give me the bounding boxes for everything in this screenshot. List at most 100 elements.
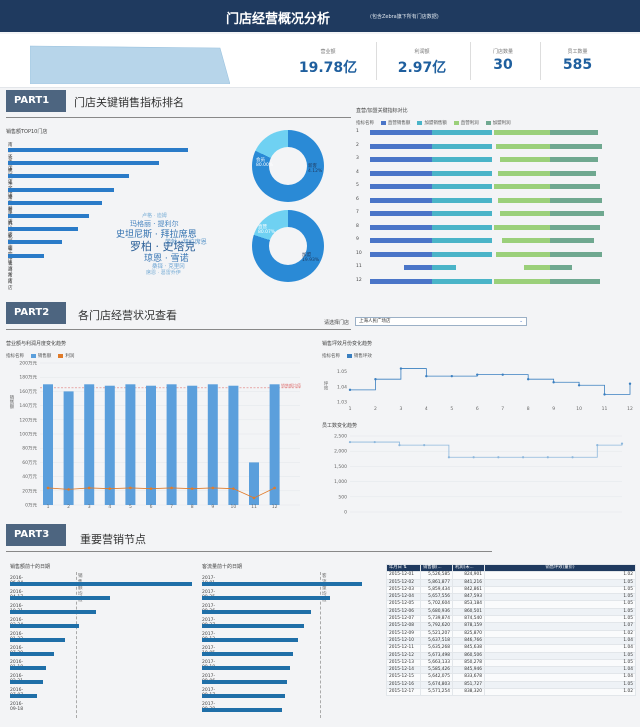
staff-point[interactable]	[398, 444, 401, 447]
table-row[interactable]: 2015-12-11 5,635,268 845,638 1.04	[386, 644, 636, 653]
store-sales-bar[interactable]	[8, 187, 115, 192]
p3-bar[interactable]	[202, 652, 294, 656]
store-sales-bar[interactable]	[8, 148, 188, 152]
store-sales-bar[interactable]	[8, 161, 160, 166]
direct-profit-bar[interactable]	[502, 238, 550, 243]
franchise-sales-bar[interactable]	[432, 224, 492, 230]
direct-profit-bar[interactable]	[494, 278, 550, 284]
franchise-profit-bar[interactable]	[550, 184, 600, 189]
store-sales-bar[interactable]	[8, 227, 79, 232]
profit-point[interactable]	[129, 486, 132, 490]
profit-point[interactable]	[149, 487, 153, 490]
p3-bar[interactable]	[10, 582, 192, 586]
direct-sales-bar[interactable]	[370, 170, 432, 176]
p3-bar[interactable]	[10, 652, 54, 656]
franchise-sales-bar[interactable]	[432, 197, 492, 203]
store-sales-bar[interactable]	[8, 214, 89, 218]
staff-point[interactable]	[521, 456, 525, 459]
franchise-profit-bar[interactable]	[550, 224, 600, 230]
table-row[interactable]: 2015-12-09 5,521,207 825,870 1.02	[386, 629, 636, 638]
profit-point[interactable]	[67, 488, 70, 491]
franchise-sales-bar[interactable]	[432, 157, 492, 162]
p3-bar[interactable]	[202, 596, 330, 600]
direct-profit-bar[interactable]	[498, 170, 550, 176]
daily-data-table[interactable]: 年月日 ⇅ 销售额(... 利润(未... 销售坪效(量价) 2015-12-0…	[386, 563, 636, 697]
table-row[interactable]: 2015-12-03 5,859,434 842,861 1.05	[386, 585, 636, 595]
franchise-sales-bar[interactable]	[432, 278, 492, 284]
col-header-date[interactable]: 年月日 ⇅	[386, 563, 421, 573]
franchise-sales-bar[interactable]	[432, 170, 492, 176]
staff-point[interactable]	[620, 442, 624, 445]
p3-bar[interactable]	[202, 638, 298, 642]
table-row[interactable]: 2015-12-07 5,739,874 874,540 1.05	[386, 615, 636, 624]
p3-bar[interactable]	[202, 610, 311, 614]
direct-sales-bar[interactable]	[370, 143, 432, 149]
col-header-profit[interactable]: 利润(未...	[452, 563, 485, 573]
sales-column[interactable]	[43, 384, 53, 505]
staff-point[interactable]	[373, 440, 376, 444]
staff-point[interactable]	[571, 456, 574, 459]
staff-point[interactable]	[497, 456, 500, 459]
franchise-sales-bar[interactable]	[432, 238, 492, 243]
p3-bar[interactable]	[202, 694, 286, 698]
franchise-profit-bar[interactable]	[550, 143, 602, 149]
p3-bar[interactable]	[202, 666, 290, 670]
sales-column[interactable]	[249, 462, 259, 505]
table-row[interactable]: 2015-12-14 5,585,426 845,946 1.04	[386, 666, 636, 675]
table-row[interactable]: 2015-12-17 5,571,254 838,320 1.02	[386, 688, 636, 697]
direct-sales-bar[interactable]	[370, 238, 432, 243]
staff-point[interactable]	[423, 444, 426, 447]
franchise-sales-bar[interactable]	[432, 143, 492, 149]
profit-point[interactable]	[190, 487, 194, 490]
col-header-sales[interactable]: 销售额(...	[420, 563, 453, 573]
profit-point[interactable]	[211, 486, 215, 490]
sales-column[interactable]	[207, 384, 218, 505]
direct-profit-bar[interactable]	[498, 197, 550, 203]
p3-bar[interactable]	[10, 680, 43, 684]
p3-bar[interactable]	[10, 596, 111, 600]
ppm-point[interactable]	[526, 378, 530, 381]
sales-column[interactable]	[125, 384, 136, 505]
direct-sales-bar[interactable]	[404, 265, 432, 270]
profit-point[interactable]	[170, 486, 173, 490]
direct-profit-bar[interactable]	[494, 224, 550, 230]
table-row[interactable]: 2015-12-04 5,657,556 847,593 1.05	[386, 593, 636, 602]
direct-profit-bar[interactable]	[494, 184, 550, 189]
direct-sales-bar[interactable]	[370, 224, 432, 230]
profit-point[interactable]	[87, 486, 91, 490]
franchise-profit-bar[interactable]	[550, 238, 594, 243]
table-row[interactable]: 2015-12-15 5,642,075 833,678 1.04	[386, 673, 636, 682]
p3-bar[interactable]	[202, 624, 305, 628]
franchise-sales-bar[interactable]	[432, 251, 492, 257]
ppm-point[interactable]	[552, 381, 555, 384]
direct-profit-bar[interactable]	[500, 211, 550, 216]
ppm-point[interactable]	[374, 378, 377, 381]
sales-column[interactable]	[187, 385, 198, 505]
table-row[interactable]: 2015-12-10 5,637,518 846,766 1.04	[386, 636, 636, 646]
store-select[interactable]: 上海人民广场店 ⌄	[355, 317, 527, 326]
profit-point[interactable]	[273, 486, 276, 490]
franchise-profit-bar[interactable]	[550, 157, 598, 162]
ppm-point[interactable]	[425, 374, 428, 378]
ppm-point[interactable]	[501, 373, 504, 376]
profit-point[interactable]	[232, 487, 235, 490]
direct-sales-bar[interactable]	[370, 130, 432, 135]
direct-sales-bar[interactable]	[370, 197, 432, 203]
sales-column[interactable]	[63, 391, 74, 505]
direct-profit-bar[interactable]	[496, 251, 550, 257]
table-row[interactable]: 2015-12-12 5,673,498 860,506 1.05	[386, 651, 636, 660]
p3-bar[interactable]	[10, 638, 65, 642]
franchise-profit-bar[interactable]	[550, 170, 596, 176]
franchise-sales-bar[interactable]	[432, 265, 456, 270]
ppm-point[interactable]	[628, 382, 632, 385]
ppm-point[interactable]	[603, 393, 606, 396]
store-sales-bar[interactable]	[8, 240, 62, 245]
franchise-profit-bar[interactable]	[550, 197, 602, 203]
col-header-ppm[interactable]: 销售坪效(量价)	[484, 563, 636, 573]
store-sales-bar[interactable]	[8, 174, 129, 179]
direct-sales-bar[interactable]	[370, 184, 432, 189]
store-sales-bar[interactable]	[8, 253, 44, 258]
ppm-point[interactable]	[476, 373, 479, 376]
direct-sales-bar[interactable]	[370, 251, 432, 257]
sales-column[interactable]	[84, 384, 95, 505]
